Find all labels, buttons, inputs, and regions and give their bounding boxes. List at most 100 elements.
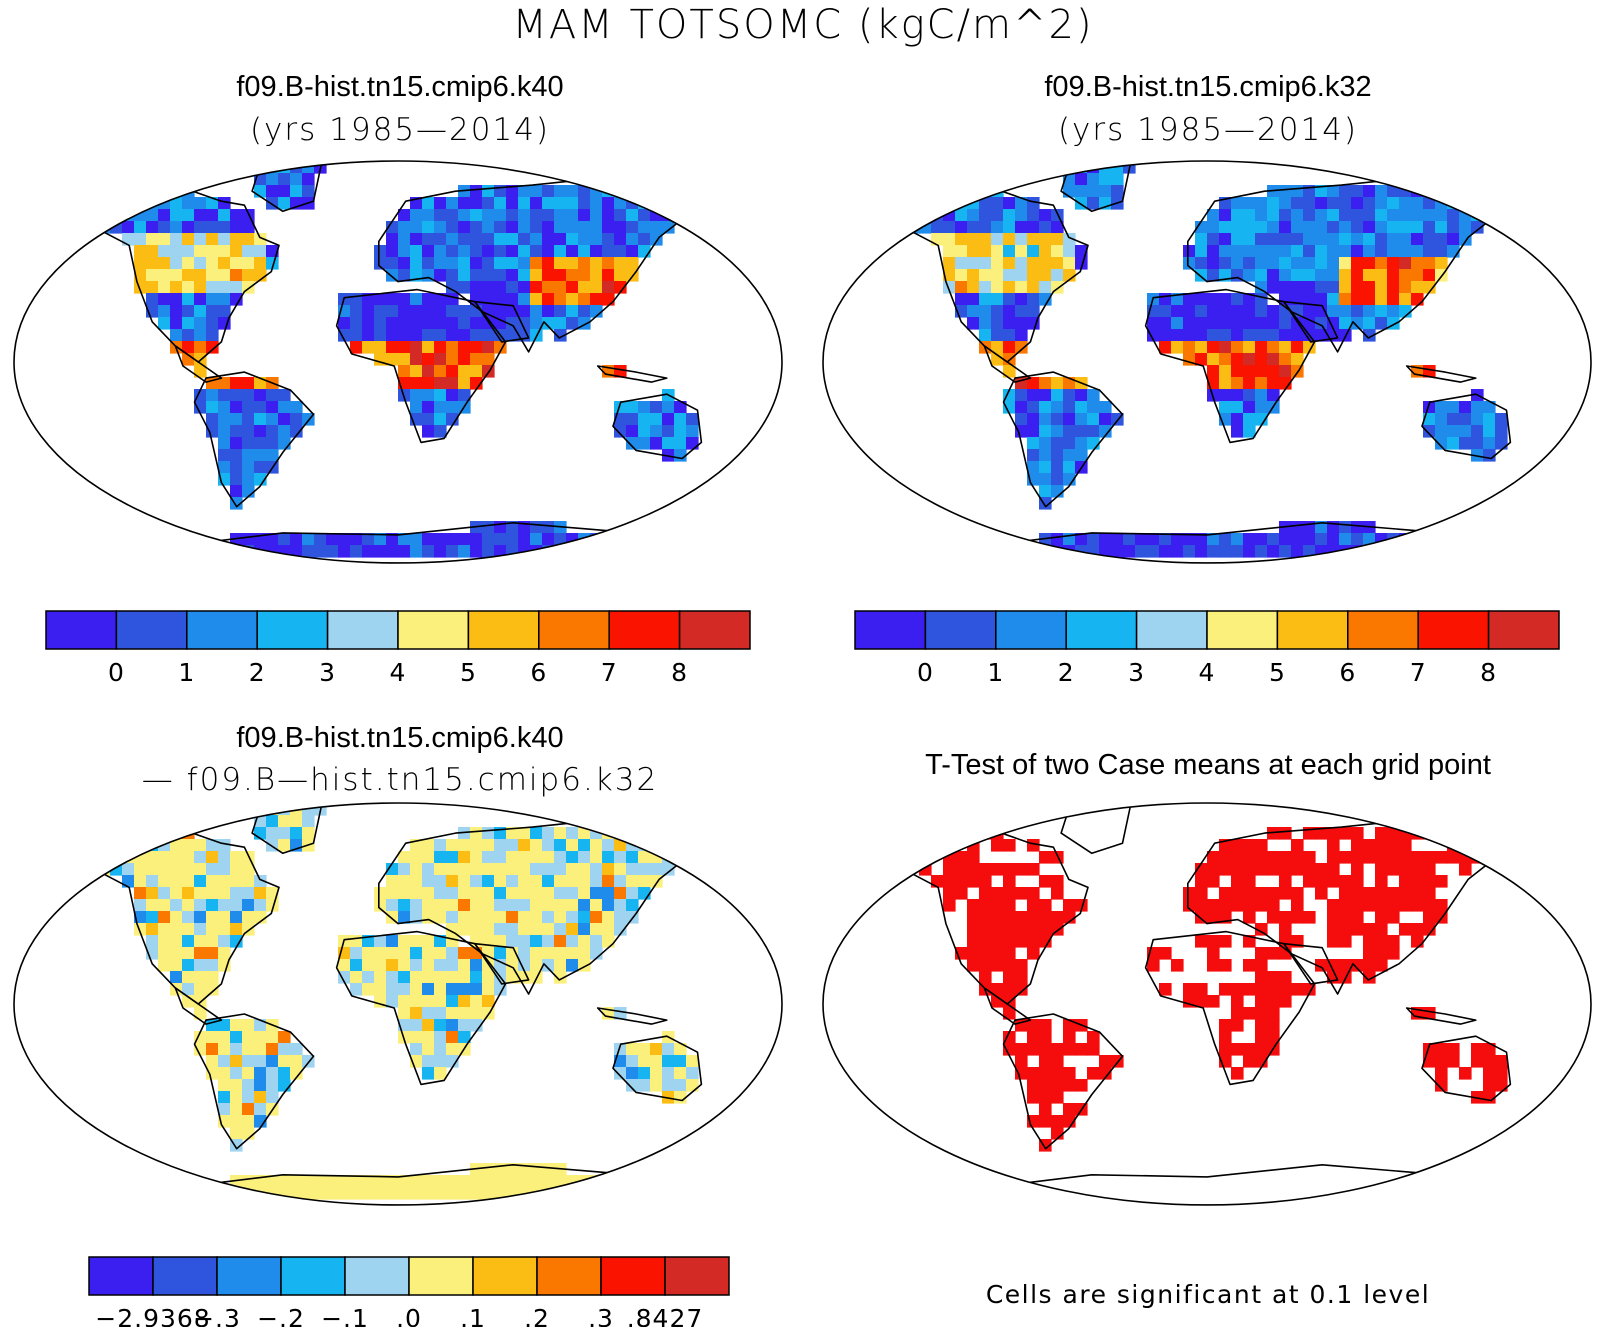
colorbar-swatch <box>1487 610 1560 650</box>
colorbar-swatch <box>152 1256 218 1296</box>
colorbar-swatch <box>397 610 470 650</box>
coastline-eurasia <box>1187 818 1515 995</box>
colorbar-swatch <box>608 610 681 650</box>
coastline-australia <box>1421 1035 1512 1102</box>
colorbar-swatch <box>88 1256 154 1296</box>
coastline-antarctica <box>159 1164 637 1205</box>
colorbar-tick-label: 6 <box>1339 658 1356 687</box>
map-border <box>822 160 1592 564</box>
colorbar-tick-label: 7 <box>601 658 618 687</box>
figure-title: MAM TOTSOMC (kgC/m^2) <box>512 2 1094 48</box>
coastline-southAmerica <box>193 1013 315 1150</box>
colorbar-swatch <box>995 610 1067 650</box>
colorbar-tick-label: 3 <box>319 658 336 687</box>
coastline-northAmerica <box>868 826 1089 1005</box>
colorbar-swatch <box>326 610 399 650</box>
land-field <box>62 803 699 1200</box>
coastline-centralAm <box>983 345 1032 383</box>
colorbar-3: −2.9368−.3 −.2 −.1 .0 .1 .2 .3 .8427 <box>88 1256 730 1327</box>
colorbar-tick-label: 0 <box>917 658 934 687</box>
colorbar-swatch <box>186 610 258 650</box>
coastline-eurasia <box>377 176 707 353</box>
colorbar-swatch <box>678 610 751 650</box>
coastline-centralAm <box>174 987 223 1025</box>
colorbar-tick-label: 4 <box>1199 658 1216 687</box>
map-border <box>13 802 783 1206</box>
coastline-indonesia <box>596 365 668 383</box>
coastline-indonesia <box>1405 365 1477 383</box>
colorbar-swatch <box>472 1256 538 1296</box>
map-panel-1 <box>13 160 783 564</box>
colorbar-swatch <box>467 610 540 650</box>
coastline-arabia <box>473 300 530 343</box>
coastline-northAmerica <box>59 826 280 1005</box>
colorbar-tick-label: 2 <box>249 658 266 687</box>
colorbar-tick-label: 3 <box>1128 658 1145 687</box>
colorbar-swatch <box>536 1256 602 1296</box>
colorbar-tick-label: .1 <box>460 1304 486 1327</box>
colorbar-tick-label: −.2 <box>257 1304 305 1327</box>
colorbar-tick-label: 7 <box>1410 658 1427 687</box>
colorbar-tick-label: .3 <box>588 1304 614 1327</box>
colorbar-swatch <box>1276 610 1349 650</box>
colorbar-tick-label: 8 <box>671 658 688 687</box>
colorbar-tick-label: 8 <box>1480 658 1497 687</box>
coastline-arabia <box>473 942 530 985</box>
colorbar-swatch <box>45 610 118 650</box>
panel-1-subtitle: (yrs 1985—2014) <box>249 112 551 148</box>
colorbar-2: 0 1 2 3 4 5 6 7 8 <box>854 610 1560 687</box>
panel-1-title: f09.B-hist.tn15.cmip6.k40 <box>236 71 564 103</box>
coastline-australia <box>612 393 703 460</box>
coastline-eurasia <box>377 818 707 995</box>
colorbar-swatch <box>664 1256 730 1296</box>
coastline-indonesia <box>1405 1007 1477 1025</box>
colorbar-swatch <box>538 610 610 650</box>
colorbar-tick-label: −.1 <box>321 1304 369 1327</box>
colorbar-swatch <box>1347 610 1419 650</box>
panel-2-title: f09.B-hist.tn15.cmip6.k32 <box>1044 71 1372 103</box>
land-field <box>62 161 699 558</box>
map-border <box>822 802 1592 1206</box>
colorbar-tick-label: −2.9368 <box>95 1304 210 1327</box>
coastline-northAmerica <box>868 184 1089 363</box>
colorbar-swatch <box>600 1256 666 1296</box>
colorbar-tick-label: −.3 <box>193 1304 241 1327</box>
panel-3-title: f09.B-hist.tn15.cmip6.k40 <box>236 722 564 754</box>
coastline-antarctica <box>968 521 1446 563</box>
land-field <box>871 815 1508 1152</box>
colorbar-tick-label: .2 <box>524 1304 550 1327</box>
coastline-centralAm <box>983 987 1032 1025</box>
coastline-indonesia <box>596 1007 668 1025</box>
coastline-southAmerica <box>1002 1013 1124 1150</box>
coastline-australia <box>612 1035 703 1102</box>
coastline-southAmerica <box>193 371 315 508</box>
panel-4-title: T-Test of two Case means at each grid po… <box>925 749 1491 781</box>
colorbar-swatch <box>924 610 997 650</box>
panel-2-subtitle: (yrs 1985—2014) <box>1057 112 1359 148</box>
colorbar-swatch <box>1065 610 1138 650</box>
colorbar-tick-label: 5 <box>1269 658 1286 687</box>
coastline-antarctica <box>968 1164 1446 1205</box>
significance-note: Cells are significant at 0.1 level <box>985 1280 1431 1309</box>
colorbar-tick-label: 2 <box>1058 658 1075 687</box>
colorbar-swatch <box>408 1256 474 1296</box>
colorbar-tick-label: 1 <box>987 658 1004 687</box>
colorbar-tick-label: .8427 <box>627 1304 704 1327</box>
colorbar-swatch <box>256 610 329 650</box>
colorbar-tick-label: 5 <box>460 658 477 687</box>
colorbar-swatch <box>280 1256 346 1296</box>
colorbar-1: 0 1 2 3 4 5 6 7 8 <box>45 610 751 687</box>
coastline-antarctica <box>159 521 637 563</box>
colorbar-tick-label: .0 <box>396 1304 422 1327</box>
colorbar-swatch <box>115 610 188 650</box>
colorbar-tick-label: 4 <box>390 658 407 687</box>
panel-3-subtitle: — f09.B—hist.tn15.cmip6.k32 <box>141 762 659 798</box>
colorbar-swatch <box>854 610 927 650</box>
map-panel-4 <box>822 802 1592 1206</box>
coastline-eurasia <box>1187 176 1515 353</box>
colorbar-swatch <box>1135 610 1208 650</box>
coastline-southAmerica <box>1002 371 1124 508</box>
coastline-arabia <box>1283 300 1339 343</box>
coastline-centralAm <box>174 345 223 383</box>
